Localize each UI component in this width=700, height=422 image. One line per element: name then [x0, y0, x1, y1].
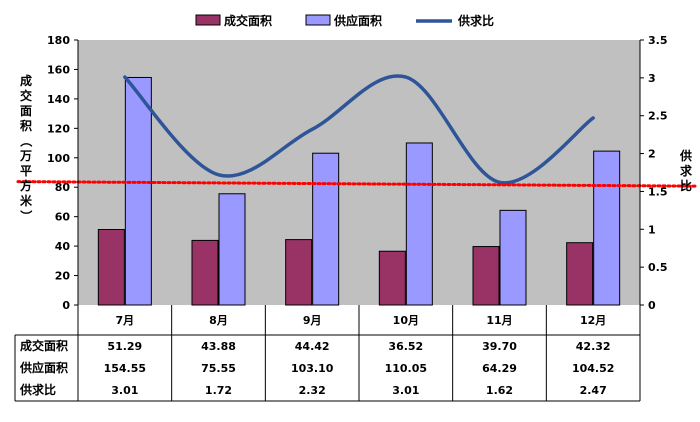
right-tick-label: 0: [648, 299, 656, 312]
table-row-header: 供求比: [19, 382, 56, 397]
left-axis-label-char: 积: [20, 118, 32, 133]
table-cell: 3.01: [111, 384, 138, 397]
left-axis-label-char: 万: [19, 149, 32, 163]
table-cell: 36.52: [388, 340, 423, 353]
legend-swatch: [305, 14, 331, 26]
legend-label: 成交面积: [224, 13, 272, 28]
table-cell: 1.72: [205, 384, 232, 397]
bar-供应面积: [405, 142, 433, 306]
table-cell: 39.70: [482, 340, 517, 353]
left-tick-label: 40: [55, 240, 71, 253]
bar-供应面积: [499, 209, 527, 306]
bar-供应面积: [312, 152, 340, 306]
category-label: 9月: [303, 314, 322, 327]
table-cell: 64.29: [482, 362, 517, 375]
table-cell: 44.42: [295, 340, 330, 353]
left-tick-label: 80: [55, 181, 71, 194]
category-label: 10月: [393, 314, 419, 327]
right-tick-label: 1.5: [648, 185, 668, 198]
legend-label: 供应面积: [333, 13, 382, 28]
line-供求比: [123, 74, 595, 185]
line-layer: [16, 74, 698, 188]
left-tick-label: 160: [47, 63, 70, 76]
bar-供应面积: [124, 76, 152, 306]
legend-label: 供求比: [457, 13, 494, 28]
left-axis-label-char: 交: [20, 88, 32, 103]
right-tick-label: 1: [648, 223, 656, 236]
category-label: 7月: [116, 314, 135, 327]
left-axis-label-char: 成: [20, 73, 32, 88]
left-tick-label: 60: [55, 211, 71, 224]
plot-area: [78, 40, 640, 305]
right-axis-label: 供求比: [679, 148, 693, 193]
bar-成交面积: [285, 239, 313, 306]
bar-成交面积: [378, 250, 406, 306]
left-axis-label-char: 平: [20, 164, 32, 178]
table-cell: 154.55: [104, 362, 146, 375]
right-tick-label: 2.5: [648, 110, 668, 123]
table-cell: 1.62: [486, 384, 513, 397]
table-cell: 75.55: [201, 362, 236, 375]
right-tick-label: 3: [648, 72, 656, 85]
left-axis-label-char: （: [19, 135, 34, 147]
table-cell: 3.01: [392, 384, 419, 397]
trend-line: [16, 180, 698, 188]
table-row-header: 成交面积: [20, 338, 68, 353]
left-axis-label-char: 方: [20, 178, 32, 193]
left-tick-label: 140: [47, 93, 70, 106]
legend: 成交面积 供应面积 供求比: [195, 13, 494, 28]
bar-成交面积: [191, 239, 219, 306]
table-cell: 104.52: [572, 362, 614, 375]
table-cell: 110.05: [385, 362, 427, 375]
left-tick-label: 180: [47, 34, 70, 47]
bar-供应面积: [593, 150, 621, 306]
bar-成交面积: [97, 228, 125, 306]
table-cell: 2.32: [299, 384, 326, 397]
table-cell: 2.47: [580, 384, 607, 397]
legend-swatch: [195, 14, 221, 26]
right-tick-label: 2: [648, 148, 656, 161]
left-tick-label: 100: [47, 152, 70, 165]
left-tick-label: 20: [55, 270, 71, 283]
right-tick-label: 0.5: [648, 261, 668, 274]
table-cell: 42.32: [576, 340, 611, 353]
category-label: 8月: [209, 314, 228, 327]
table-cell: 43.88: [201, 340, 236, 353]
left-axis: 0 20 40 60 80 100 120 140 160 180: [47, 34, 79, 312]
left-tick-label: 120: [47, 122, 70, 135]
right-axis-label-char: 比: [680, 178, 692, 193]
table-cell: 103.10: [291, 362, 334, 375]
table-cell: 51.29: [107, 340, 142, 353]
bar-成交面积: [566, 242, 594, 306]
left-axis-label-char: ）: [19, 210, 34, 222]
left-axis-label-char: 面: [20, 104, 32, 118]
left-tick-label: 0: [62, 299, 70, 312]
right-axis: 0 0.5 1 1.5 2 2.5 3 3.5: [639, 34, 668, 312]
left-axis-label-char: 米: [20, 193, 33, 208]
category-label: 12月: [580, 314, 606, 327]
table-row-header: 供应面积: [19, 360, 68, 375]
bar-成交面积: [472, 246, 500, 306]
right-axis-label-char: 供: [679, 148, 692, 163]
bars: [97, 76, 621, 306]
bar-供应面积: [218, 193, 246, 306]
category-label: 11月: [486, 314, 512, 327]
right-tick-label: 3.5: [648, 34, 668, 47]
right-axis-label-char: 求: [680, 163, 693, 178]
